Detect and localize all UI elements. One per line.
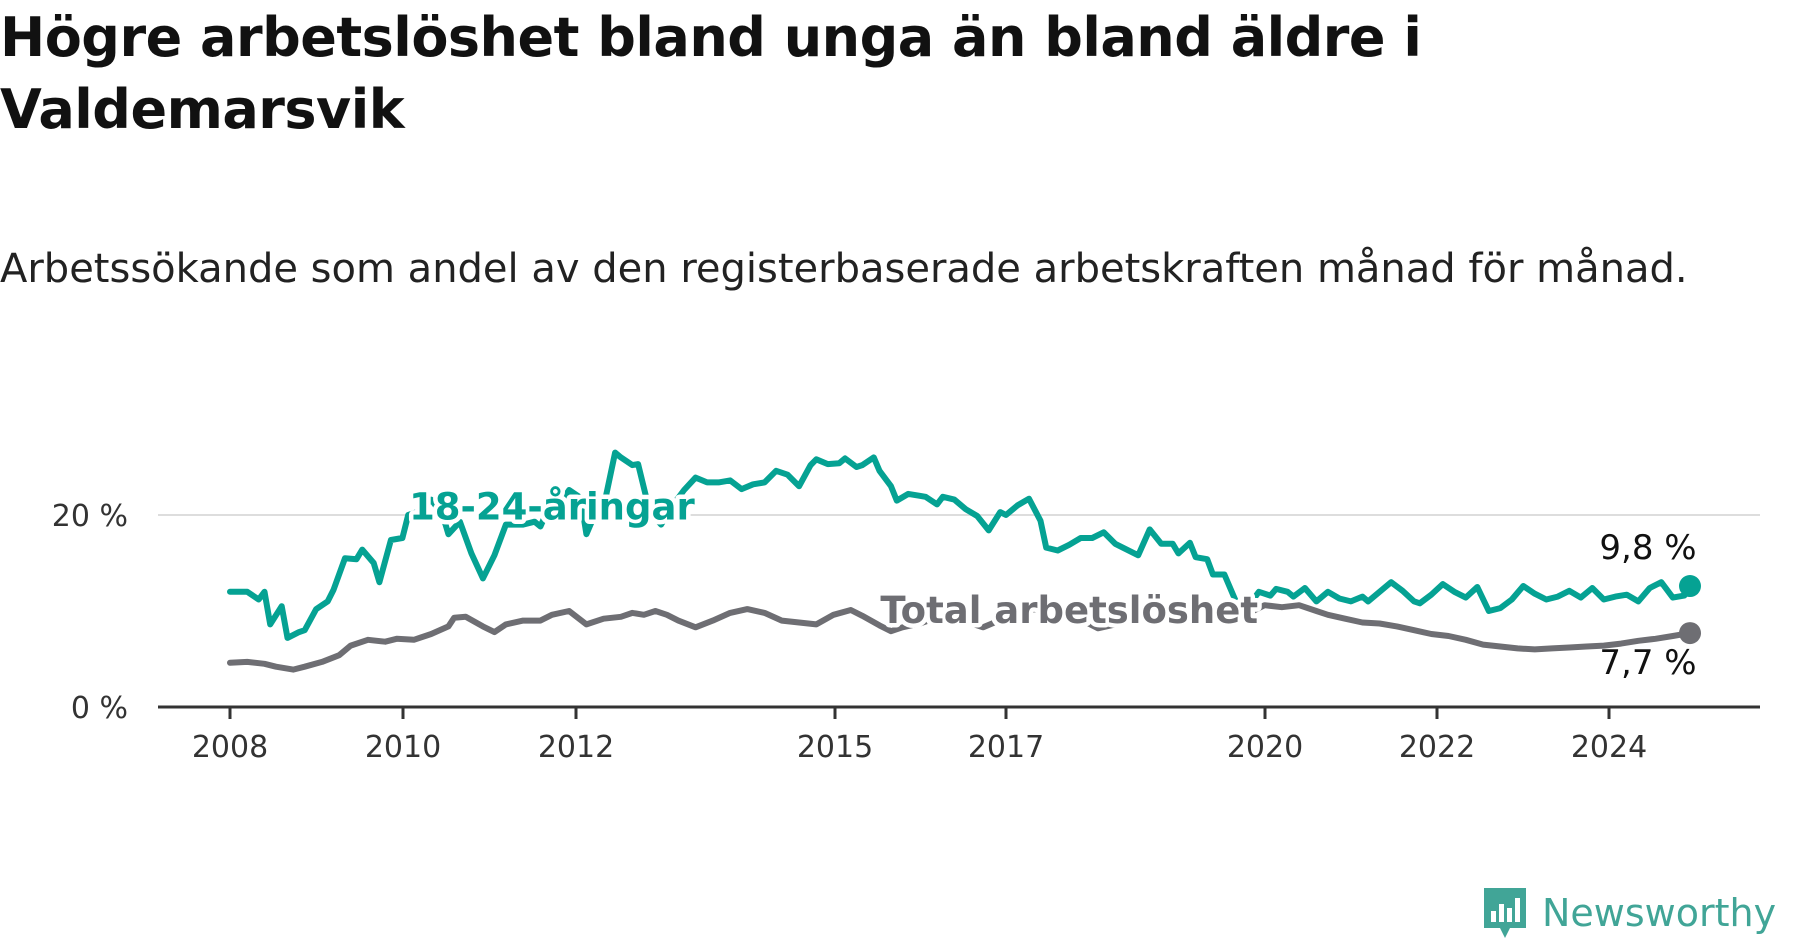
end-value-label-youth: 9,8 % <box>1599 528 1696 568</box>
logo-text: Newsworthy <box>1542 891 1777 935</box>
series-layer <box>227 449 1701 673</box>
end-point-total <box>1679 622 1701 645</box>
series-label-youth: 18-24-åringar <box>409 485 695 528</box>
logo-icon <box>1484 888 1526 938</box>
series-line-total <box>227 602 1693 673</box>
y-tick-label: 20 % <box>52 499 128 534</box>
end-point-youth <box>1679 575 1701 598</box>
x-tick-label: 2020 <box>1227 730 1303 765</box>
line-chart: 0 %20 %2008 2010 2012 2015 2017 2020 2022 2024 … <box>52 449 1760 765</box>
end-value-label-total: 7,7 % <box>1599 643 1696 683</box>
series-label-total: Total arbetslöshet <box>880 589 1258 632</box>
axis-layer: 0 % 20 % 2008 2010 2012 2015 2017 2020 2022 2024 <box>52 499 1760 765</box>
chart-subtitle: Arbetssökande som andel av den registerb… <box>0 246 1688 292</box>
x-tick-label: 2017 <box>968 730 1044 765</box>
series-line-youth <box>227 449 1693 641</box>
y-tick-label: 0 % <box>71 691 128 726</box>
chart-title: Högre arbetslöshet bland unga än bland ä… <box>0 6 1422 141</box>
series-label-halo: Total arbetslöshet <box>880 589 1258 632</box>
x-tick-label: 2008 <box>192 730 268 765</box>
x-tick-label: 2024 <box>1571 730 1647 765</box>
x-tick-label: 2010 <box>365 730 441 765</box>
x-tick-label: 2012 <box>538 730 614 765</box>
x-tick-label: 2022 <box>1399 730 1475 765</box>
series-label-halo: 18-24-åringar <box>409 485 695 528</box>
x-tick-label: 2015 <box>797 730 873 765</box>
newsworthy-logo: Newsworthy <box>1480 878 1798 948</box>
